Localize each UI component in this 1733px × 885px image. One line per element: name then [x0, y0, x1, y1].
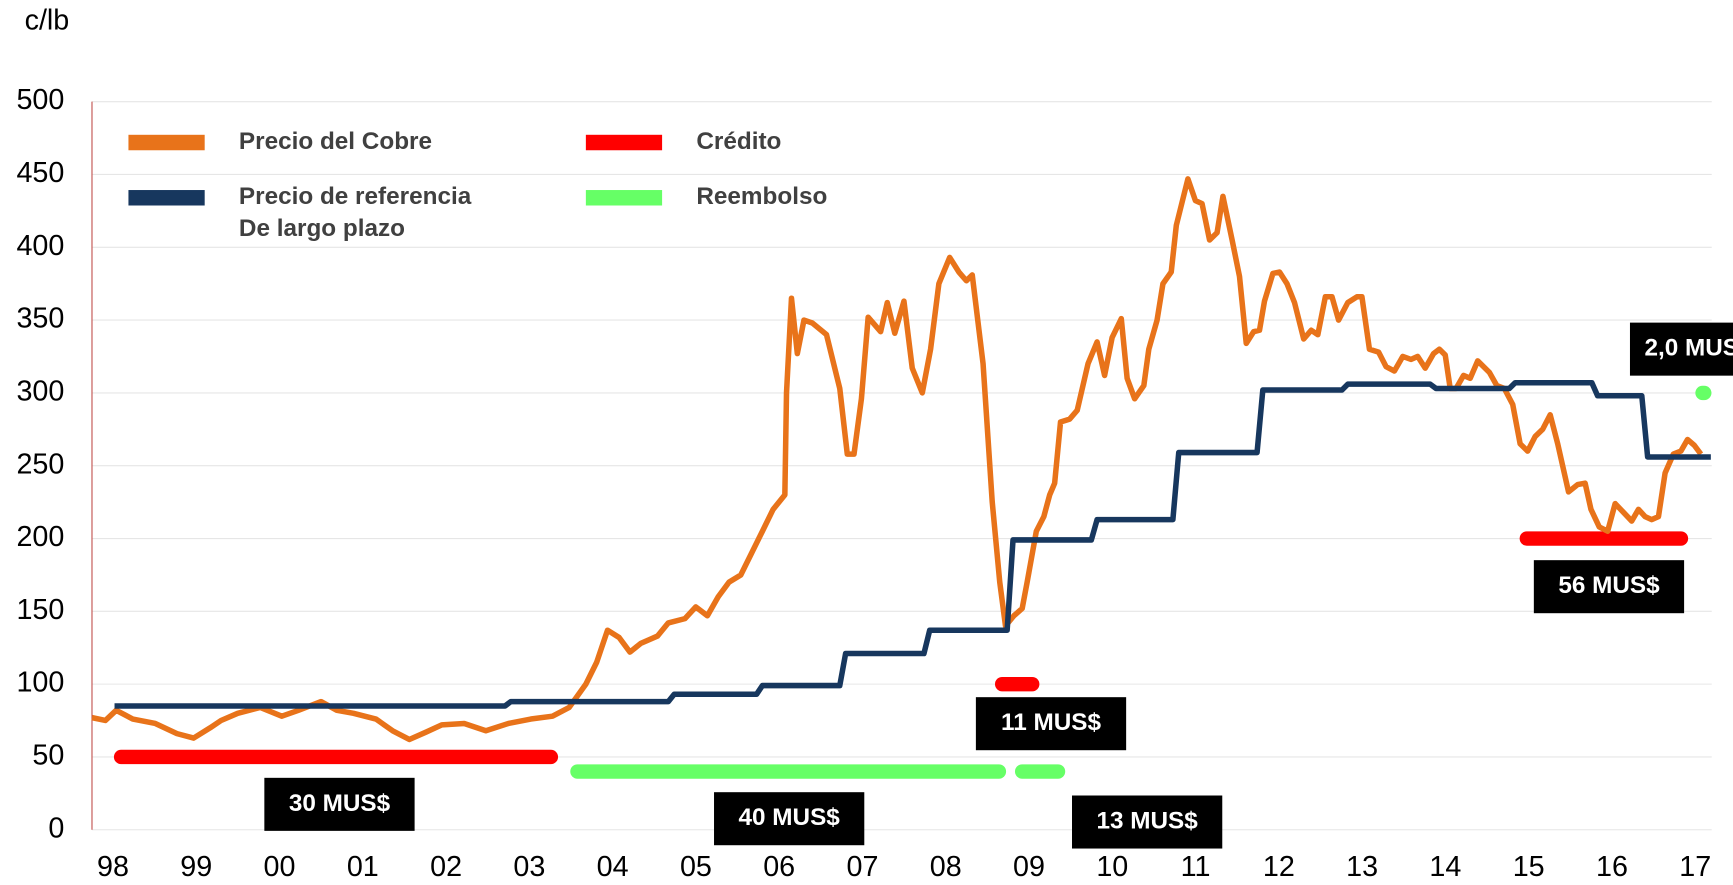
x-tick-label: 16 [1596, 851, 1628, 883]
x-tick-label: 11 [1181, 851, 1211, 883]
annotation-box [1533, 560, 1685, 614]
y-tick-label: 350 [16, 303, 64, 335]
y-tick-label: 450 [16, 157, 64, 189]
x-tick-label: 07 [846, 851, 878, 883]
y-tick-label: 500 [16, 84, 64, 116]
legend-label: Precio de referencia [239, 183, 472, 210]
y-tick-label: 100 [16, 667, 64, 699]
y-tick-label: 150 [16, 594, 64, 626]
annotation: 30 MUS$ [289, 790, 391, 817]
y-tick-label: 50 [32, 740, 64, 772]
annotation-box [975, 697, 1127, 751]
x-tick-label: 12 [1263, 851, 1295, 883]
annotation-box [1629, 322, 1733, 376]
y-tick-label: 250 [16, 448, 64, 480]
annotation: 13 MUS$ [1096, 807, 1198, 834]
annotation-box [1072, 795, 1223, 849]
legend-swatch [128, 190, 205, 206]
y-tick-label: 300 [16, 375, 64, 407]
x-tick-label: 15 [1513, 851, 1545, 883]
y-tick-label: 0 [48, 812, 64, 844]
legend-label: Reembolso [696, 183, 827, 210]
annotation: 2,0 MUS$ [1644, 335, 1733, 362]
x-tick-label: 98 [97, 851, 129, 883]
series-line [91, 176, 1704, 743]
series-line [114, 379, 1711, 709]
x-tick-label: 00 [264, 851, 296, 883]
x-tick-label: 99 [180, 851, 212, 883]
x-tick-label: 17 [1679, 851, 1711, 883]
x-tick-label: 05 [680, 851, 712, 883]
x-tick-label: 06 [763, 851, 795, 883]
annotation: 56 MUS$ [1558, 572, 1660, 599]
x-tick-label: 01 [347, 851, 379, 883]
x-tick-label: 09 [1013, 851, 1045, 883]
y-tick-label: 400 [16, 230, 64, 262]
annotation-box [714, 792, 865, 846]
x-tick-label: 04 [597, 851, 629, 883]
y-axis-label: c/lb [25, 5, 70, 37]
x-tick-label: 03 [513, 851, 545, 883]
annotation: 40 MUS$ [739, 804, 841, 831]
x-tick-label: 14 [1429, 851, 1461, 883]
legend-label: De largo plazo [239, 215, 405, 242]
legend-swatch [128, 134, 205, 151]
legend-label: Precio del Cobre [239, 128, 432, 155]
x-tick-label: 10 [1096, 851, 1128, 883]
legend-swatch [585, 134, 663, 151]
x-tick-label: 02 [430, 851, 462, 883]
x-tick-label: 13 [1346, 851, 1378, 883]
annotation: 11 MUS$ [1001, 709, 1101, 736]
annotation-box [264, 777, 415, 831]
legend-swatch [585, 190, 663, 206]
y-tick-label: 200 [16, 521, 64, 553]
legend-label: Crédito [696, 128, 781, 155]
x-tick-label: 08 [930, 851, 962, 883]
